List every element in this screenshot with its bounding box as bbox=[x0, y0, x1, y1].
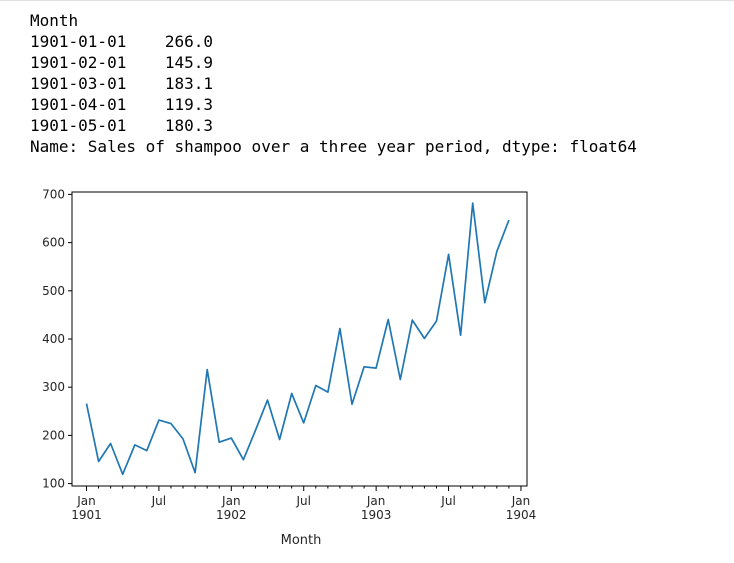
index-name: Month bbox=[30, 11, 79, 30]
series-line bbox=[85, 202, 510, 476]
cell-output-text: Month 1901-01-01 266.0 1901-02-01 145.9 … bbox=[30, 10, 637, 157]
x-tick-label: Jan bbox=[76, 494, 96, 508]
cell-top-border bbox=[0, 0, 734, 1]
y-tick-label: 700 bbox=[42, 187, 65, 201]
x-tick-label: Jan bbox=[511, 494, 531, 508]
output-row: 1901-03-01 183.1 bbox=[30, 74, 214, 93]
y-axis: 100 200 300 400 500 600 700 bbox=[42, 187, 72, 491]
x-tick-year-label: 1902 bbox=[216, 508, 247, 522]
y-tick-label: 500 bbox=[42, 284, 65, 298]
plot-area bbox=[71, 191, 528, 487]
output-row: 1901-01-01 266.0 bbox=[30, 32, 214, 51]
output-row: 1901-05-01 180.3 bbox=[30, 116, 214, 135]
x-tick-year-label: 1904 bbox=[506, 508, 537, 522]
output-row: 1901-04-01 119.3 bbox=[30, 95, 214, 114]
x-tick-label: Jul bbox=[440, 494, 455, 508]
y-tick-label: 400 bbox=[42, 332, 65, 346]
x-tick-year-label: 1901 bbox=[71, 508, 102, 522]
output-row: 1901-02-01 145.9 bbox=[30, 53, 214, 72]
x-axis-label: Month bbox=[281, 533, 322, 548]
y-tick-label: 100 bbox=[42, 477, 65, 491]
y-tick-label: 300 bbox=[42, 380, 65, 394]
x-tick-label: Jul bbox=[295, 494, 310, 508]
x-tick-label: Jan bbox=[366, 494, 386, 508]
y-tick-label: 600 bbox=[42, 236, 65, 250]
x-tick-label: Jan bbox=[221, 494, 241, 508]
series-info: Name: Sales of shampoo over a three year… bbox=[30, 137, 637, 156]
x-tick-year-label: 1903 bbox=[361, 508, 392, 522]
x-tick-label: Jul bbox=[151, 494, 166, 508]
y-tick-label: 200 bbox=[42, 428, 65, 442]
